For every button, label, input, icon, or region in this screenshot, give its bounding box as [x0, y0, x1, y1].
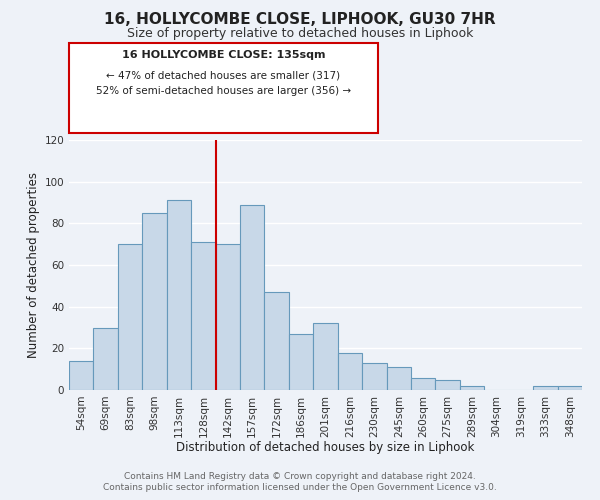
Bar	[557, 386, 582, 390]
Bar	[94, 328, 118, 390]
Bar	[240, 204, 265, 390]
Bar	[265, 292, 289, 390]
Bar	[142, 213, 167, 390]
Bar	[436, 380, 460, 390]
X-axis label: Distribution of detached houses by size in Liphook: Distribution of detached houses by size …	[176, 441, 475, 454]
Bar	[118, 244, 142, 390]
Text: ← 47% of detached houses are smaller (317): ← 47% of detached houses are smaller (31…	[106, 70, 341, 80]
Text: Contains public sector information licensed under the Open Government Licence v3: Contains public sector information licen…	[103, 484, 497, 492]
Bar	[69, 361, 94, 390]
Bar	[386, 367, 411, 390]
Bar	[411, 378, 436, 390]
Bar	[313, 324, 338, 390]
Text: Contains HM Land Registry data © Crown copyright and database right 2024.: Contains HM Land Registry data © Crown c…	[124, 472, 476, 481]
Bar	[191, 242, 215, 390]
Bar	[215, 244, 240, 390]
Bar	[533, 386, 557, 390]
Bar	[289, 334, 313, 390]
Text: Size of property relative to detached houses in Liphook: Size of property relative to detached ho…	[127, 28, 473, 40]
Y-axis label: Number of detached properties: Number of detached properties	[27, 172, 40, 358]
Bar	[338, 352, 362, 390]
Text: 52% of semi-detached houses are larger (356) →: 52% of semi-detached houses are larger (…	[96, 86, 351, 97]
Text: 16 HOLLYCOMBE CLOSE: 135sqm: 16 HOLLYCOMBE CLOSE: 135sqm	[122, 50, 325, 60]
Bar	[460, 386, 484, 390]
Bar	[167, 200, 191, 390]
Text: 16, HOLLYCOMBE CLOSE, LIPHOOK, GU30 7HR: 16, HOLLYCOMBE CLOSE, LIPHOOK, GU30 7HR	[104, 12, 496, 28]
Bar	[362, 363, 386, 390]
